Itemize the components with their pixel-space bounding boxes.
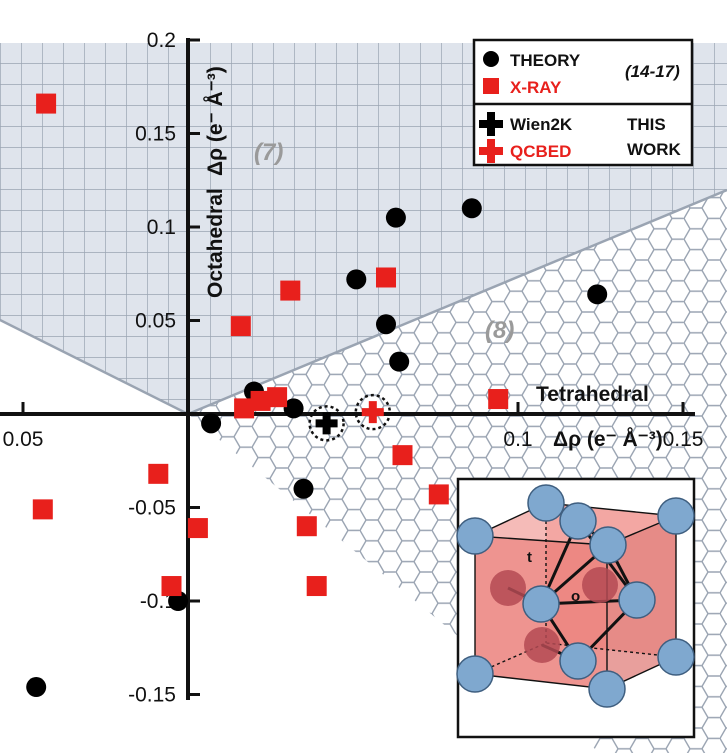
theory-point [461, 198, 482, 219]
x-ray-point [161, 576, 182, 597]
theory-point [201, 413, 222, 434]
x-ray-point [306, 576, 327, 597]
inset-label-t: t [527, 549, 532, 566]
x-ray-point [32, 499, 53, 520]
inset-label-o: o [571, 588, 580, 605]
y-axis-title-unit: Δρ (e⁻ Å⁻³) [203, 66, 227, 176]
x-tick-label: 0.1 [503, 428, 532, 451]
x-ray-point [376, 267, 396, 288]
theory-point [376, 314, 396, 335]
wien2k-point [315, 412, 338, 435]
theory-point [26, 677, 47, 698]
x-ray-point [428, 484, 449, 505]
x-tick-label: 0.05 [3, 428, 44, 451]
y-axis-title: Octahedral Δρ (e⁻ Å⁻³) [203, 66, 227, 298]
unit-cell: t o [456, 484, 695, 708]
legend-this-label: THIS [627, 115, 666, 134]
qcbed-point [361, 401, 384, 424]
axis-ticks: -0.15-0.1-0.050.050.10.150.20.05 0.1 0.15 [3, 29, 704, 707]
qcbed-highlight-ring [354, 393, 392, 431]
crystal-structure-inset: t o [456, 477, 696, 739]
theory-point [293, 478, 314, 499]
region-boundary-upper [187, 188, 727, 416]
x-ray-point [36, 93, 57, 114]
wien2k-highlight-ring [308, 405, 345, 442]
legend-box [472, 38, 694, 167]
atoms [456, 484, 695, 708]
y-axis-title-main: Octahedral [204, 188, 227, 298]
theory-point [346, 269, 367, 290]
x-ray-point [488, 389, 509, 410]
region-label-octahedral: (7) [254, 139, 283, 166]
y-tick-label: 0.1 [147, 216, 176, 239]
legend-wien2k-label: Wien2K [510, 115, 573, 134]
x-axis-title-unit: Δρ (e⁻ Å⁻³) [553, 427, 663, 451]
x-ray-point [392, 445, 413, 466]
x-tick-label: 0.15 [663, 428, 704, 451]
legend: THEORY (14-17) X-RAY Wien2K QCBED THIS W… [472, 38, 694, 167]
legend-xray-marker [483, 78, 499, 94]
theory-point [389, 351, 410, 372]
x-ray-point [187, 518, 208, 539]
legend-qcbed-marker [479, 139, 503, 163]
theory-point [587, 284, 608, 305]
theory-point [385, 207, 406, 228]
y-tick-label: 0.15 [135, 123, 176, 146]
legend-theory-marker [483, 51, 499, 67]
legend-wien2k-marker [479, 112, 503, 136]
legend-theory-label: THEORY [510, 51, 581, 70]
legend-xray-label: X-RAY [510, 78, 562, 97]
region-label-tetrahedral: (8) [485, 317, 514, 344]
legend-work-label: WORK [627, 140, 682, 159]
y-tick-label: -0.15 [128, 684, 176, 707]
y-tick-label: 0.2 [147, 29, 176, 52]
y-tick-label: -0.05 [128, 497, 176, 520]
x-ray-point [267, 387, 288, 408]
x-ray-point [230, 316, 251, 337]
x-ray-point [296, 516, 317, 537]
data-marks [26, 93, 608, 698]
x-axis-title-main: Tetrahedral [536, 383, 649, 406]
legend-reference: (14-17) [625, 62, 680, 81]
x-ray-point [280, 280, 301, 301]
region-boundary-left [0, 318, 189, 416]
x-ray-point [148, 463, 169, 484]
x-ray-point [234, 398, 255, 419]
legend-qcbed-label: QCBED [510, 142, 571, 161]
theory-point [283, 398, 304, 419]
y-tick-label: 0.05 [135, 310, 176, 333]
x-ray-point [250, 390, 271, 411]
